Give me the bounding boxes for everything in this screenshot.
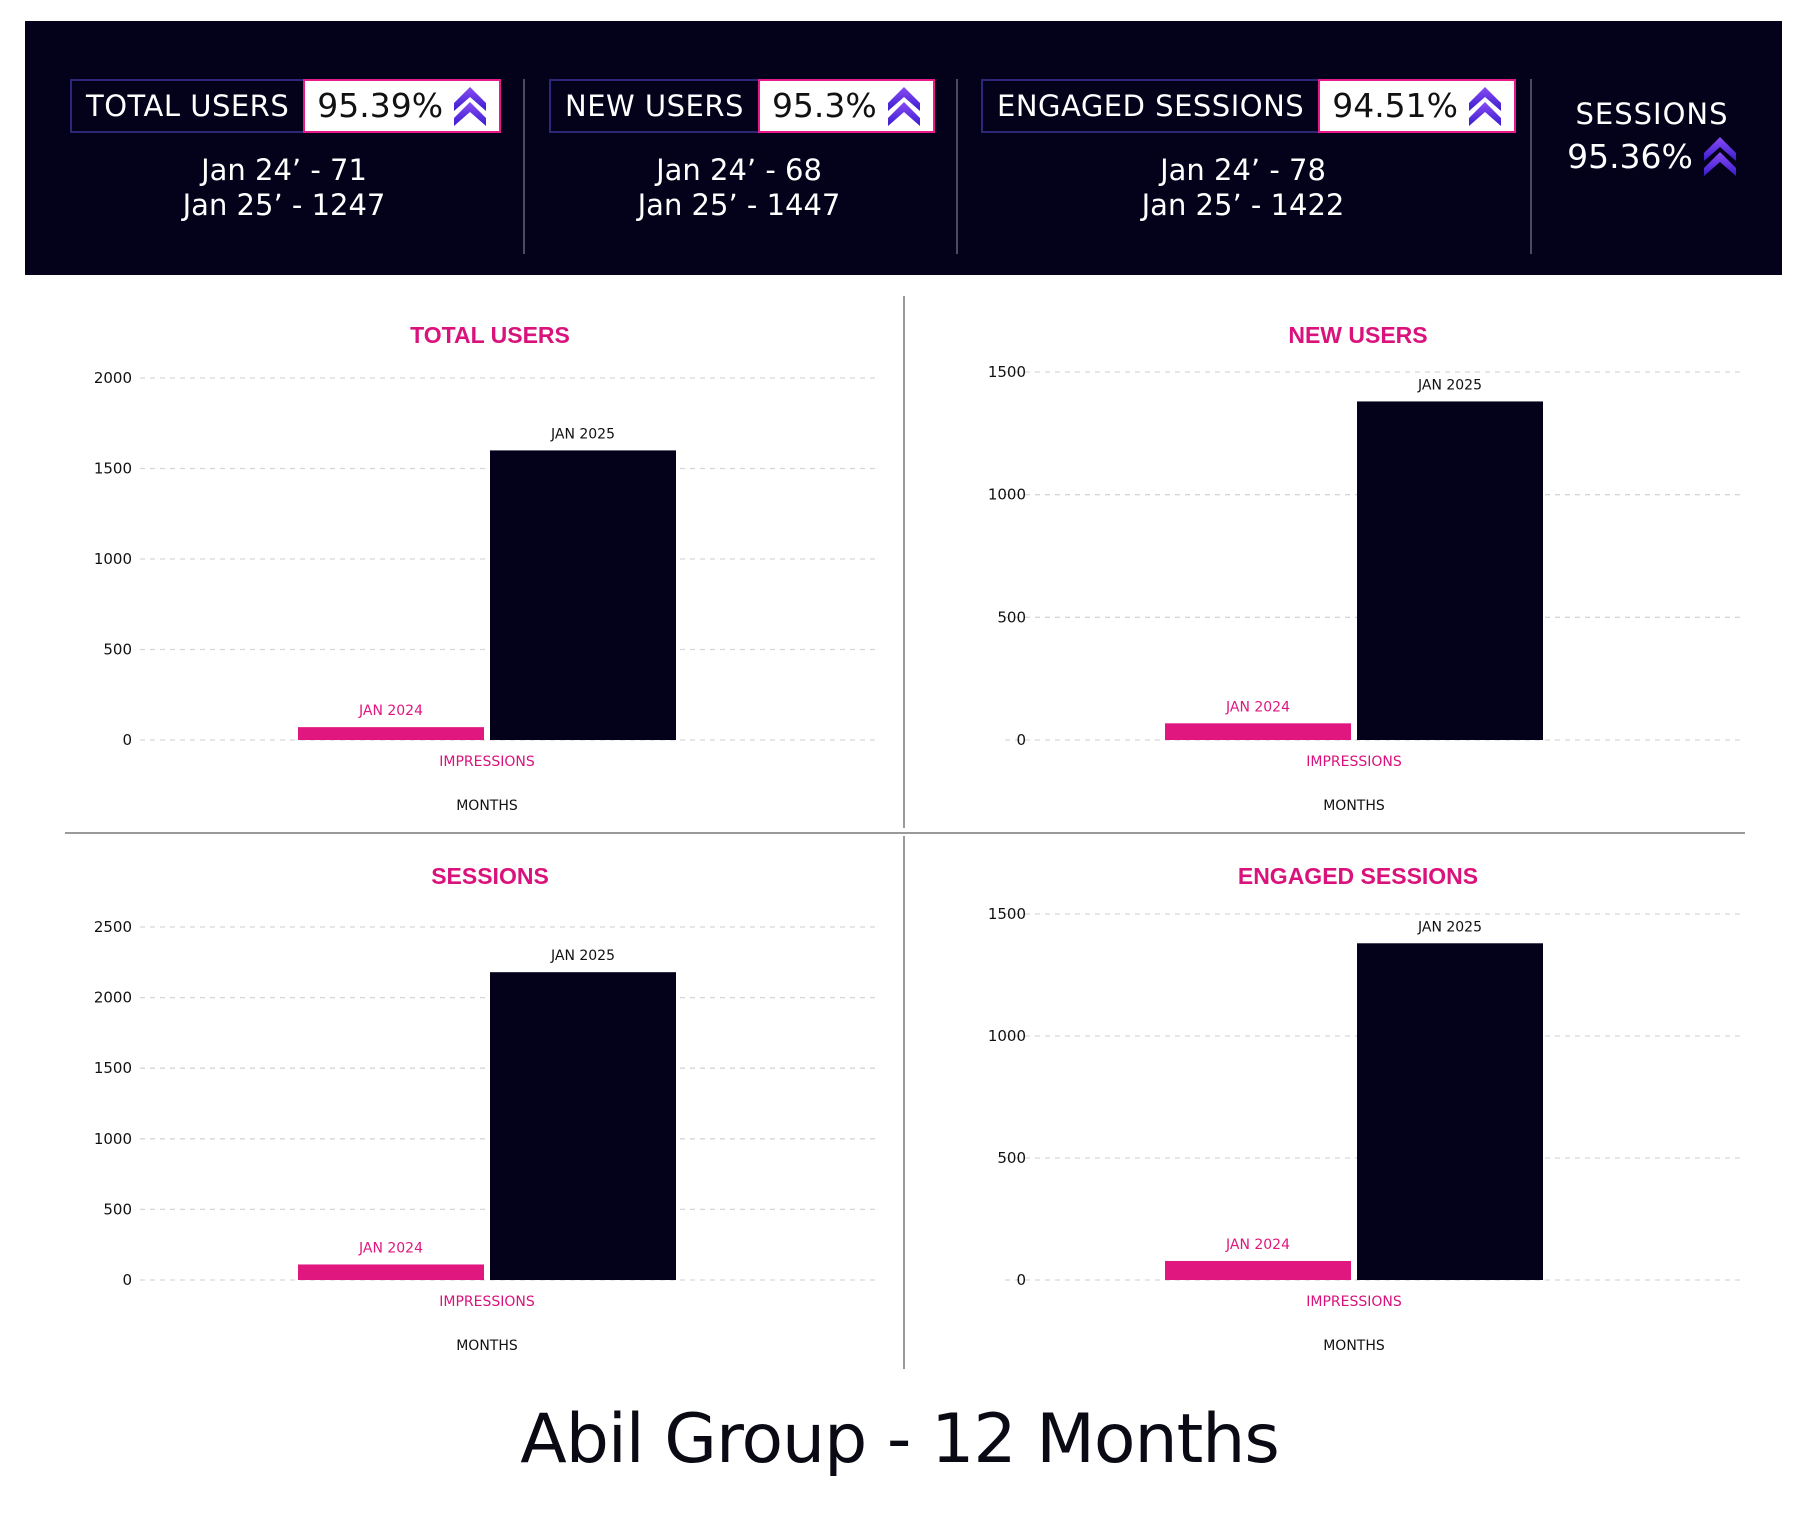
kpi-line-2024: Jan 24’ - 68 bbox=[656, 153, 822, 187]
bar-label: JAN 2024 bbox=[358, 1240, 423, 1256]
bar bbox=[298, 727, 484, 740]
y-tick-label: 500 bbox=[997, 1149, 1026, 1167]
kpi-value-row: 95.36% bbox=[1552, 135, 1752, 177]
kpi-line-2025: Jan 25’ - 1247 bbox=[182, 188, 386, 222]
kpi-line-2025: Jan 25’ - 1447 bbox=[637, 188, 841, 222]
kpi-value: 95.39% bbox=[317, 86, 444, 125]
bar bbox=[1165, 1260, 1351, 1280]
chart-grid-divider-horizontal bbox=[65, 832, 1745, 834]
kpi-new-users: NEW USERS 95.3% Jan 24’ - 68 Jan 25’ - 1… bbox=[549, 79, 935, 223]
kpi-value: 94.51% bbox=[1332, 86, 1459, 125]
y-tick-label: 1500 bbox=[94, 460, 132, 478]
bar bbox=[1165, 723, 1351, 740]
chart-title: NEW USERS bbox=[1288, 322, 1427, 348]
kpi-label: NEW USERS bbox=[565, 89, 744, 123]
y-tick-label: 500 bbox=[997, 608, 1026, 626]
y-tick-label: 0 bbox=[1016, 1271, 1026, 1289]
bar bbox=[1357, 943, 1543, 1280]
y-tick-label: 500 bbox=[103, 641, 132, 659]
double-chevron-up-icon bbox=[1703, 137, 1736, 176]
double-chevron-up-icon bbox=[454, 87, 487, 126]
chart-svg: ENGAGED SESSIONS 0 500 1000 1500 JAN 2024 JAN … bbox=[988, 863, 1745, 1354]
bar bbox=[298, 1264, 484, 1280]
chart-sessions: SESSIONS 0 500 1000 1500 2000 2500 JAN 2024 JAN … bbox=[0, 840, 1799, 1380]
chart-total-users: TOTAL USERS 0 500 1000 1500 2000 JAN 2024 JAN 2… bbox=[0, 300, 1799, 840]
kpi-sessions: SESSIONS 95.36% bbox=[1552, 97, 1752, 177]
bar-label: JAN 2025 bbox=[1417, 377, 1482, 393]
y-tick-label: 0 bbox=[122, 731, 132, 749]
chart-title: TOTAL USERS bbox=[410, 322, 570, 348]
kpi-value: 95.36% bbox=[1567, 136, 1693, 176]
bar-label: JAN 2025 bbox=[550, 426, 615, 442]
kpi-comparison: Jan 24’ - 71 Jan 25’ - 1247 bbox=[70, 153, 498, 223]
kpi-label: TOTAL USERS bbox=[86, 89, 290, 123]
y-tick-label: 1000 bbox=[988, 1027, 1026, 1045]
footer-title: Abil Group - 12 Months bbox=[520, 1400, 1280, 1479]
bar-label: JAN 2024 bbox=[1225, 699, 1290, 715]
category-axis-label: IMPRESSIONS bbox=[1306, 1294, 1402, 1310]
bar-label: JAN 2024 bbox=[358, 703, 423, 719]
double-chevron-up-icon bbox=[887, 87, 920, 126]
kpi-engaged-sessions: ENGAGED SESSIONS 94.51% Jan 24’ - 78 Jan… bbox=[981, 79, 1517, 223]
y-tick-label: 0 bbox=[1016, 731, 1026, 749]
y-tick-label: 2500 bbox=[94, 918, 132, 936]
y-tick-label: 0 bbox=[122, 1271, 132, 1289]
chart-title: SESSIONS bbox=[431, 863, 549, 889]
chart-new-users: NEW USERS 0 500 1000 1500 JAN 2024 JAN 2025 IMP… bbox=[0, 300, 1799, 840]
bar bbox=[1357, 401, 1543, 740]
y-tick-label: 1000 bbox=[94, 550, 132, 568]
y-tick-label: 2000 bbox=[94, 369, 132, 387]
chart-grid-divider-vertical bbox=[903, 296, 905, 828]
chart-title: ENGAGED SESSIONS bbox=[1238, 863, 1478, 889]
category-axis-label: IMPRESSIONS bbox=[1306, 754, 1402, 770]
kpi-label: SESSIONS bbox=[1575, 97, 1729, 131]
kpi-line-2024: Jan 24’ - 78 bbox=[1160, 153, 1326, 187]
kpi-divider bbox=[523, 79, 525, 254]
kpi-value-box: 95.3% bbox=[757, 79, 935, 133]
kpi-divider bbox=[1530, 79, 1532, 254]
kpi-box: ENGAGED SESSIONS 94.51% bbox=[981, 79, 1517, 133]
kpi-comparison: Jan 24’ - 68 Jan 25’ - 1447 bbox=[549, 153, 929, 223]
chart-svg: SESSIONS 0 500 1000 1500 2000 2500 JAN 2024 JAN … bbox=[94, 863, 875, 1354]
chart-svg: TOTAL USERS 0 500 1000 1500 2000 JAN 2024 JAN 2… bbox=[94, 322, 875, 814]
kpi-value: 95.3% bbox=[771, 86, 877, 125]
x-axis-label: MONTHS bbox=[1323, 1338, 1385, 1354]
category-axis-label: IMPRESSIONS bbox=[439, 754, 535, 770]
bar-label: JAN 2024 bbox=[1225, 1237, 1290, 1253]
kpi-banner: TOTAL USERS 95.39% Jan 24’ - 71 Jan 25’ … bbox=[25, 21, 1782, 275]
chart-engaged-sessions: ENGAGED SESSIONS 0 500 1000 1500 JAN 2024 JAN … bbox=[0, 840, 1799, 1380]
kpi-box: TOTAL USERS 95.39% bbox=[70, 79, 502, 133]
y-tick-label: 1000 bbox=[988, 486, 1026, 504]
bar-label: JAN 2025 bbox=[1417, 919, 1482, 935]
kpi-value-box: 94.51% bbox=[1318, 79, 1517, 133]
kpi-box: NEW USERS 95.3% bbox=[549, 79, 935, 133]
bar bbox=[490, 972, 676, 1280]
chart-grid-divider-vertical bbox=[903, 836, 905, 1369]
kpi-label: ENGAGED SESSIONS bbox=[997, 89, 1305, 123]
chart-svg: NEW USERS 0 500 1000 1500 JAN 2024 JAN 2025 IMP… bbox=[988, 322, 1745, 814]
x-axis-label: MONTHS bbox=[456, 1338, 518, 1354]
x-axis-label: MONTHS bbox=[456, 798, 518, 814]
y-tick-label: 2000 bbox=[94, 989, 132, 1007]
y-tick-label: 1500 bbox=[988, 905, 1026, 923]
kpi-line-2024: Jan 24’ - 71 bbox=[201, 153, 367, 187]
kpi-line-2025: Jan 25’ - 1422 bbox=[1141, 188, 1345, 222]
kpi-divider bbox=[956, 79, 958, 254]
bar bbox=[490, 450, 676, 740]
kpi-comparison: Jan 24’ - 78 Jan 25’ - 1422 bbox=[981, 153, 1505, 223]
kpi-value-box: 95.39% bbox=[303, 79, 502, 133]
bar-label: JAN 2025 bbox=[550, 948, 615, 964]
y-tick-label: 1500 bbox=[988, 363, 1026, 381]
y-tick-label: 1000 bbox=[94, 1130, 132, 1148]
kpi-total-users: TOTAL USERS 95.39% Jan 24’ - 71 Jan 25’ … bbox=[70, 79, 502, 223]
y-tick-label: 500 bbox=[103, 1200, 132, 1218]
double-chevron-up-icon bbox=[1469, 87, 1502, 126]
x-axis-label: MONTHS bbox=[1323, 798, 1385, 814]
category-axis-label: IMPRESSIONS bbox=[439, 1294, 535, 1310]
y-tick-label: 1500 bbox=[94, 1059, 132, 1077]
